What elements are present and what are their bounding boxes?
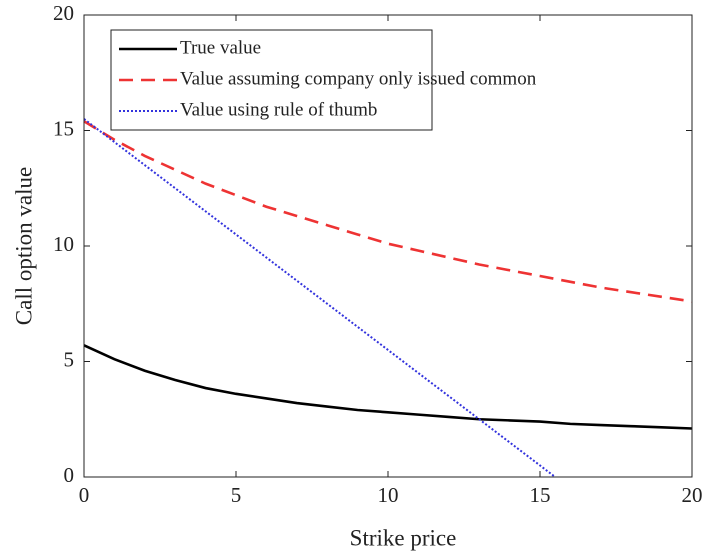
y-tick-label: 15 <box>53 116 74 140</box>
x-axis-label: Strike price <box>350 525 457 550</box>
x-tick-label: 10 <box>378 483 399 507</box>
x-tick-label: 5 <box>231 483 242 507</box>
line-series <box>83 118 556 478</box>
legend-label: True value <box>180 37 261 58</box>
x-tick-label: 0 <box>79 483 90 507</box>
y-tick-label: 0 <box>64 463 75 487</box>
y-tick-label: 10 <box>53 232 74 256</box>
line-series <box>83 120 693 303</box>
line-series <box>83 344 693 430</box>
y-tick-label: 5 <box>64 347 75 371</box>
y-axis-label: Call option value <box>11 167 36 325</box>
legend-label: Value using rule of thumb <box>180 99 377 120</box>
x-tick-label: 20 <box>682 483 703 507</box>
legend-label: Value assuming company only issued commo… <box>180 68 537 89</box>
x-tick-label: 15 <box>530 483 551 507</box>
y-tick-label: 20 <box>53 1 74 25</box>
